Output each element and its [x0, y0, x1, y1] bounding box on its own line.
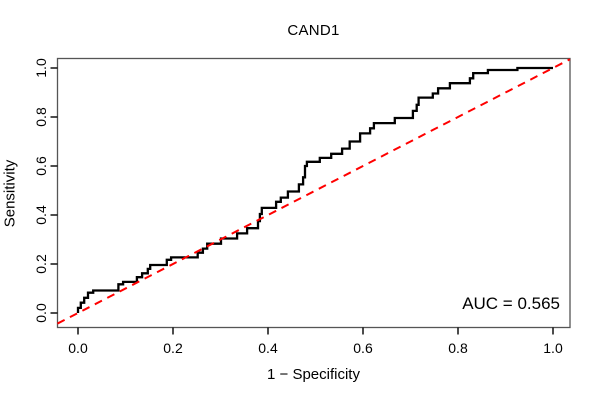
- y-tick-label: 0.4: [33, 205, 49, 225]
- y-tick-label: 1.0: [33, 58, 49, 78]
- chart-title: CAND1: [287, 22, 340, 39]
- chance-diagonal-line: [57, 58, 571, 325]
- x-tick-label: 0.8: [448, 340, 468, 356]
- x-tick-label: 0.6: [353, 340, 373, 356]
- roc-curve-line: [76, 66, 553, 313]
- x-tick-label: 0.2: [163, 340, 183, 356]
- y-tick-label: 0.6: [33, 156, 49, 176]
- y-tick-label: 0.8: [33, 107, 49, 127]
- y-axis-label: Sensitivity: [1, 159, 19, 228]
- y-tick-label: 0.0: [33, 303, 49, 323]
- y-tick-label: 0.2: [33, 254, 49, 274]
- auc-annotation: AUC = 0.565: [462, 294, 560, 313]
- x-tick-label: 0.4: [258, 340, 278, 356]
- x-axis-label: 1 − Specificity: [267, 366, 360, 383]
- x-tick-label: 1.0: [543, 340, 563, 356]
- x-tick-label: 0.0: [68, 340, 88, 356]
- plot-box: [56, 57, 571, 329]
